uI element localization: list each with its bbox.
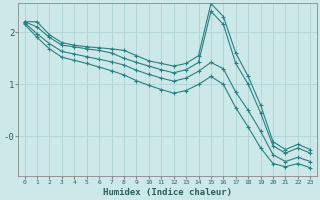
X-axis label: Humidex (Indice chaleur): Humidex (Indice chaleur) [103, 188, 232, 197]
